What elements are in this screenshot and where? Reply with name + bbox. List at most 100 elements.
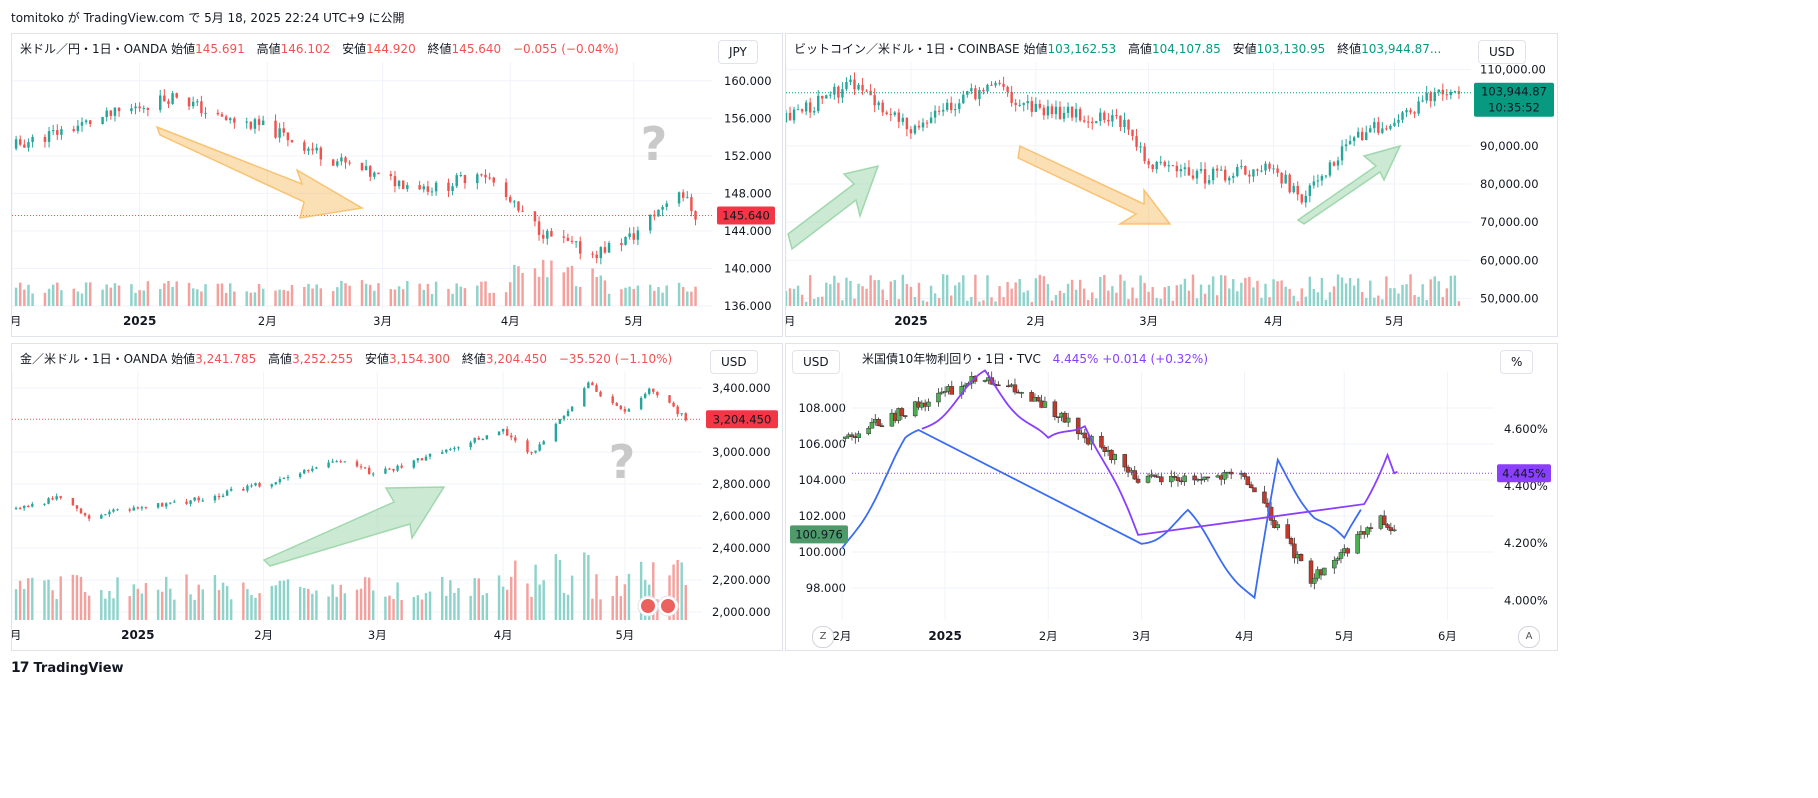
auto-scale-button[interactable]: A <box>1518 626 1540 648</box>
volume-bar <box>1425 300 1428 306</box>
symbol-name: 米国債10年物利回り・1日・TVC <box>862 352 1041 366</box>
volume-bar <box>624 287 627 306</box>
candle-body <box>1292 543 1297 559</box>
volume-bar <box>372 590 375 620</box>
xauusd-chart-panel[interactable]: 3,400.000 3,000.000 2,800.000 2,600.000 2,40… <box>11 343 783 651</box>
right-y-tick-label: 4.400% <box>1504 479 1548 493</box>
btcusd-chart-panel[interactable]: 110,000.00 90,000.00 80,000.00 70,000.00 60,… <box>785 33 1558 337</box>
us10y-chart-panel[interactable]: 108.000 106.000 104.000 102.000 100.000 98.00… <box>785 343 1558 651</box>
candle-body <box>422 186 425 190</box>
change-value: −0.055 (−0.04%) <box>513 42 619 56</box>
btcusd-chart[interactable]: 110,000.00 90,000.00 80,000.00 70,000.00 60,… <box>786 34 1557 336</box>
candle-body <box>274 482 278 485</box>
candle-body <box>649 214 652 231</box>
candle-body <box>1159 476 1164 483</box>
candle-body <box>43 503 46 505</box>
percent-unit-button[interactable]: % <box>1500 350 1534 374</box>
volume-bar <box>665 285 668 306</box>
left-y-tick-label: 108.000 <box>798 401 846 415</box>
volume-bar <box>1078 279 1082 306</box>
candle-body <box>570 240 574 242</box>
volume-bar <box>1002 297 1005 306</box>
candle-body <box>857 84 860 90</box>
question-mark: ? <box>609 435 636 489</box>
volume-bar <box>661 292 664 306</box>
y-tick-label: 3,000.000 <box>712 445 771 459</box>
candle-body <box>937 110 941 112</box>
candle-body <box>1062 112 1066 119</box>
volume-bar <box>526 583 529 620</box>
candle-body <box>51 498 54 500</box>
candle-body <box>282 477 286 480</box>
volume-bar <box>1441 297 1445 306</box>
candle-body <box>1368 527 1374 529</box>
candle-body <box>274 120 277 138</box>
usdjpy-chart-panel[interactable]: 160.000 156.000 152.000 148.000 144.000 140.0… <box>11 33 783 337</box>
candle-body <box>420 458 424 461</box>
volume-bar <box>130 284 133 306</box>
volume-bar <box>1195 298 1199 306</box>
candle-body <box>484 174 487 178</box>
right-y-tick-label: 4.000% <box>1504 593 1548 607</box>
candle-body <box>59 496 62 498</box>
candle-body <box>1054 106 1058 115</box>
candle-body <box>1143 146 1146 162</box>
zoom-z-button[interactable]: Z <box>812 626 834 648</box>
volume-bar <box>1252 287 1255 306</box>
candle-body <box>257 119 261 126</box>
volume-bar <box>1034 278 1038 306</box>
candle-body <box>1046 106 1050 116</box>
volume-bar <box>533 268 537 306</box>
us10y-chart[interactable]: 108.000 106.000 104.000 102.000 100.000 98.00… <box>786 344 1557 650</box>
volume-bar <box>138 290 141 306</box>
candle-body <box>1179 169 1183 172</box>
candle-body <box>1449 91 1453 96</box>
candle-body <box>315 147 318 151</box>
candle-body <box>902 415 908 417</box>
y-tick-label: 50,000.00 <box>1480 291 1539 305</box>
volume-bar <box>278 580 282 620</box>
candle-body <box>60 129 63 135</box>
volume-bar <box>885 300 888 306</box>
y-tick-label: 152.000 <box>724 149 772 163</box>
currency-button[interactable]: JPY <box>718 40 758 64</box>
candle-body <box>917 125 921 128</box>
y-tick-label: 2,600.000 <box>712 509 771 523</box>
currency-button[interactable]: USD <box>1478 40 1526 64</box>
x-tick-label: 3月 <box>1139 314 1158 328</box>
volume-bar <box>392 599 395 620</box>
candle-body <box>546 230 549 239</box>
volume-bar <box>1228 288 1231 306</box>
candle-body <box>1300 194 1303 203</box>
usdjpy-chart[interactable]: 160.000 156.000 152.000 148.000 144.000 140.0… <box>12 34 782 336</box>
volume-bar <box>428 591 432 620</box>
volume-bar <box>982 300 985 306</box>
symbol-name: ビットコイン／米ドル・1日・COINBASE <box>794 42 1020 56</box>
candle-body <box>216 112 220 115</box>
volume-bar <box>1199 284 1203 306</box>
volume-bar <box>348 285 351 306</box>
volume-bar <box>933 293 937 306</box>
currency-button[interactable]: USD <box>710 350 758 374</box>
candle-body <box>327 462 330 468</box>
volume-bar <box>1421 284 1424 306</box>
candle-body <box>786 112 788 123</box>
candle-body <box>27 506 30 508</box>
volume-bar <box>1264 283 1267 306</box>
volume-bar <box>786 291 788 306</box>
volume-bar <box>672 564 675 620</box>
x-tick-label: 2月 <box>12 314 21 328</box>
candle-body <box>978 89 981 100</box>
volume-bar <box>1143 282 1146 306</box>
volume-bar <box>373 290 376 306</box>
volume-bar <box>1223 275 1227 306</box>
volume-bar <box>274 585 278 620</box>
volume-bar <box>849 280 852 306</box>
volume-bar <box>56 282 59 306</box>
symbol-name: 米ドル／円・1日・OANDA <box>20 42 168 56</box>
candle-body <box>185 501 188 504</box>
volume-bar <box>607 293 611 306</box>
volume-bar <box>488 292 491 306</box>
xauusd-chart[interactable]: 3,400.000 3,000.000 2,800.000 2,600.000 2,40… <box>12 344 782 650</box>
left-currency-button[interactable]: USD <box>792 350 840 374</box>
